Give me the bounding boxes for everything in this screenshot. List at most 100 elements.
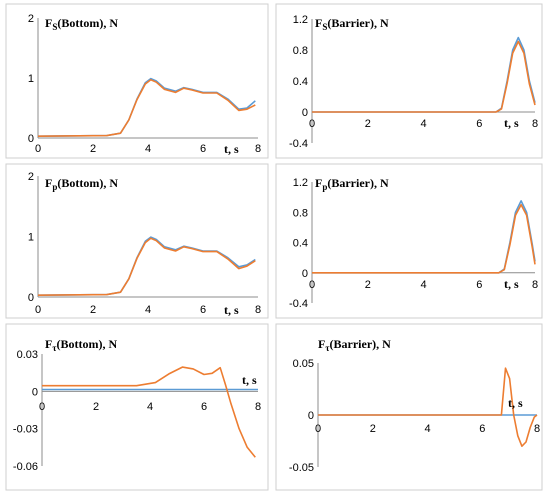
x-tick-label: 0: [39, 401, 45, 413]
x-tick-label: 4: [420, 279, 426, 291]
x-tick-label: 0: [309, 118, 315, 130]
x-tick-label: 0: [35, 304, 41, 316]
x-tick-label: 4: [420, 118, 426, 130]
y-tick-label: 1: [28, 73, 34, 85]
title-subscript: S: [322, 22, 327, 32]
panel-frame: [275, 163, 543, 319]
title-subscript: S: [52, 22, 57, 32]
x-axis-label: t, s: [504, 116, 519, 130]
title-subscript: τ: [52, 343, 57, 353]
y-tick-label: 0.4: [293, 76, 308, 88]
x-tick-label: 8: [532, 279, 538, 291]
x-tick-label: 2: [365, 118, 371, 130]
y-tick-label: -0.05: [289, 462, 314, 474]
series-line-orange: [37, 237, 256, 296]
panel-frame: [275, 3, 543, 159]
title-main: F: [45, 16, 52, 30]
chart-panel-1: 0 1 2 0 2 4 6 8 FS(Bottom), N t, s: [5, 3, 269, 159]
y-tick-label: -0.06: [13, 461, 38, 473]
x-tick-label: 2: [93, 401, 99, 413]
y-tick-label: -0.4: [289, 298, 308, 310]
x-axis-label: t, s: [224, 303, 239, 317]
chart-title: FS(Bottom), N: [45, 16, 118, 32]
title-subscript: p: [52, 182, 57, 192]
chart-panel-3: 0 1 2 0 2 4 6 8 Fp(Bottom), N t, s: [5, 163, 269, 319]
title-subscript: τ: [325, 343, 330, 353]
x-tick-label: 2: [365, 279, 371, 291]
x-axis-label: t, s: [504, 277, 519, 291]
y-tick-label: 1: [28, 232, 34, 244]
series-line-orange: [37, 79, 256, 137]
x-tick-label: 6: [479, 423, 485, 435]
title-rest: (Barrier), N: [327, 176, 389, 190]
y-tick-label: 1.2: [293, 14, 308, 26]
panel-frame: [5, 323, 269, 491]
y-tick-label: 0: [32, 386, 38, 398]
x-tick-label: 4: [424, 423, 430, 435]
title-main: F: [315, 176, 322, 190]
y-tick-label: -0.03: [13, 424, 38, 436]
chart-title: Fp(Bottom), N: [45, 176, 118, 192]
x-tick-label: 6: [476, 118, 482, 130]
chart-title: Fτ(Barrier), N: [318, 337, 391, 353]
x-tick-label: 8: [255, 304, 261, 316]
y-tick-label: 0: [308, 410, 314, 422]
series-line-orange: [318, 367, 538, 447]
x-tick-label: 8: [255, 401, 261, 413]
x-tick-label: 4: [145, 143, 151, 155]
title-rest: (Bottom), N: [57, 176, 118, 190]
x-tick-label: 6: [201, 401, 207, 413]
chart-panel-6: -0.05 0 0.05 0 2 4 6 8 Fτ(Barrier), N t, s: [275, 323, 543, 491]
title-main: F: [45, 337, 52, 351]
x-axis-label: t, s: [242, 373, 257, 387]
x-tick-label: 8: [534, 423, 540, 435]
y-tick-label: 0: [302, 268, 308, 280]
x-tick-label: 8: [255, 143, 261, 155]
y-tick-label: -0.4: [289, 138, 308, 150]
x-tick-label: 0: [309, 279, 315, 291]
chart-title: Fp(Barrier), N: [315, 176, 389, 192]
series-line-orange: [312, 40, 536, 113]
y-tick-label: 0.8: [293, 207, 308, 219]
x-tick-label: 4: [145, 304, 151, 316]
y-tick-label: 2: [28, 13, 34, 25]
x-tick-label: 0: [35, 143, 41, 155]
x-tick-label: 2: [370, 423, 376, 435]
y-tick-label: 2: [28, 171, 34, 183]
x-tick-label: 6: [476, 279, 482, 291]
title-rest: (Bottom), N: [57, 337, 118, 351]
title-main: F: [318, 337, 325, 351]
chart-title: FS(Barrier), N: [315, 16, 389, 32]
y-tick-label: 0: [28, 133, 34, 145]
x-axis-label: t, s: [224, 142, 239, 156]
y-tick-label: 0: [302, 107, 308, 119]
series-line-orange: [312, 203, 536, 274]
panel-frame: [5, 3, 269, 159]
x-tick-label: 6: [200, 143, 206, 155]
x-tick-label: 0: [315, 423, 321, 435]
y-tick-label: 1.2: [293, 177, 308, 189]
x-tick-label: 8: [532, 118, 538, 130]
title-rest: (Barrier), N: [330, 337, 392, 351]
y-tick-label: 0.4: [293, 238, 308, 250]
x-tick-label: 2: [90, 143, 96, 155]
x-tick-label: 4: [147, 401, 153, 413]
x-tick-label: 2: [90, 304, 96, 316]
y-tick-label: 0.05: [293, 358, 314, 370]
chart-title: Fτ(Bottom), N: [45, 337, 117, 353]
chart-panel-2: -0.400.40.81.20 2 4 6 8FS(Barrier), Nt, s: [275, 3, 543, 159]
y-tick-label: 0.03: [17, 349, 38, 361]
x-axis-label: t, s: [508, 396, 523, 410]
title-main: F: [315, 16, 322, 30]
title-rest: (Barrier), N: [327, 16, 389, 30]
title-subscript: p: [322, 182, 327, 192]
x-tick-label: 6: [200, 304, 206, 316]
panel-frame: [275, 323, 543, 491]
y-tick-label: 0: [28, 292, 34, 304]
panel-frame: [5, 163, 269, 319]
title-main: F: [45, 176, 52, 190]
title-rest: (Bottom), N: [57, 16, 118, 30]
chart-panel-4: -0.400.40.81.20 2 4 6 8Fp(Barrier), Nt, s: [275, 163, 543, 319]
